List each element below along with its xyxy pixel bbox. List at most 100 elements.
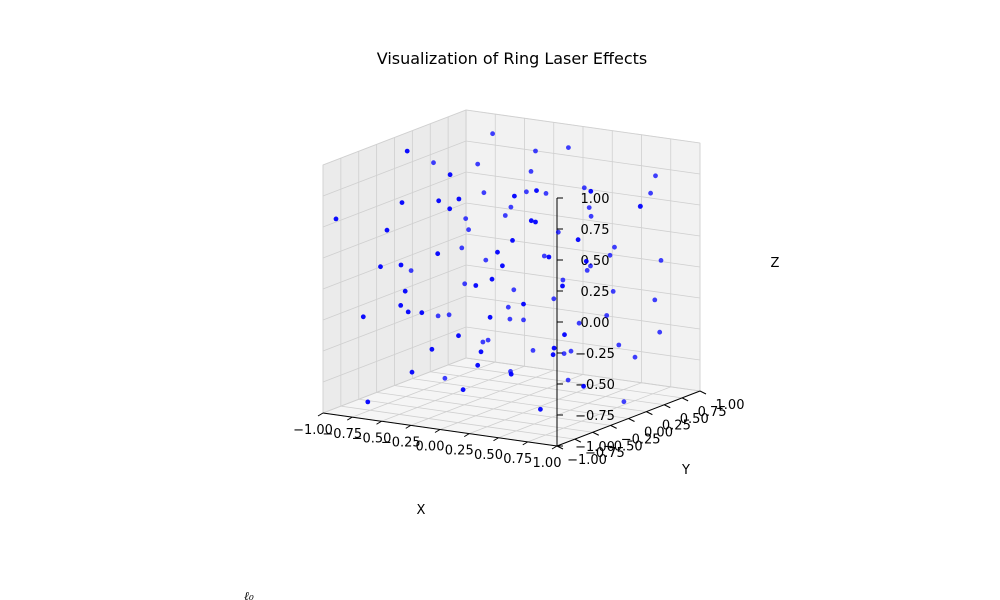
scatter-point-80 — [528, 218, 534, 224]
scatter-point-16 — [555, 229, 561, 235]
scatter-point-4 — [435, 313, 441, 319]
x-tick-mark-3 — [405, 424, 412, 429]
y-tick-label-8: 1.00 — [716, 398, 745, 413]
x-tick-label-7: 0.75 — [503, 452, 532, 467]
scatter-point-37 — [546, 254, 552, 260]
y-tick-label-4: 0.00 — [644, 426, 673, 441]
scatter-point-98 — [398, 303, 404, 308]
scatter-point-68 — [543, 191, 549, 196]
scatter-point-72 — [561, 351, 567, 356]
grid-line-z-6 — [322, 171, 701, 228]
scatter-point-28 — [586, 205, 592, 211]
scatter-point-54 — [550, 352, 556, 358]
scatter-point-6 — [490, 131, 495, 137]
z-tick-label-1: −0.75 — [575, 409, 615, 424]
scatter-point-85 — [508, 369, 513, 374]
scatter-point-0 — [333, 216, 339, 222]
scatter-point-21 — [510, 238, 515, 243]
x-tick-label-2: −0.50 — [352, 431, 392, 446]
scatter-point-70 — [584, 268, 590, 273]
scatter-point-78 — [442, 375, 448, 381]
scatter-point-20 — [568, 348, 574, 354]
scatter-point-5 — [398, 262, 404, 268]
scatter-point-60 — [485, 337, 491, 343]
scatter-point-81 — [604, 313, 610, 318]
grid-line-z-7 — [322, 140, 701, 197]
scatter-point-38 — [652, 297, 658, 303]
scatter-point-67 — [435, 251, 441, 257]
y-tick-label-5: 0.25 — [662, 419, 691, 434]
y-tick-mark-5 — [646, 411, 653, 416]
scatter-point-27 — [538, 406, 543, 412]
scatter-point-77 — [638, 203, 643, 209]
scatter-point-90 — [612, 244, 617, 250]
scatter-point-63 — [402, 288, 408, 294]
scatter-point-22 — [566, 145, 571, 151]
scatter-point-29 — [521, 301, 526, 307]
y-tick-mark-7 — [681, 397, 689, 402]
scatter-point-56 — [588, 188, 594, 194]
scatter-point-7 — [378, 264, 383, 270]
z-tick-label-3: −0.25 — [575, 347, 615, 362]
scatter-point-62 — [466, 227, 471, 233]
scatter-point-88 — [551, 296, 557, 302]
scatter-point-48 — [487, 314, 493, 320]
z-tick-label-0: −1.00 — [575, 440, 615, 455]
grid-line-z-5 — [322, 202, 701, 259]
scatter-point-93 — [405, 309, 411, 315]
x-tick-mark-4 — [434, 429, 441, 433]
x-tick-label-5: 0.25 — [445, 444, 474, 459]
scatter-point-76 — [562, 332, 567, 338]
y-axis-label: Y — [681, 463, 690, 478]
grid-line-z-0 — [322, 357, 701, 414]
scatter-point-39 — [446, 312, 452, 318]
scatter-point-18 — [521, 317, 526, 323]
scatter-point-15 — [460, 387, 466, 393]
scatter-point-52 — [495, 249, 500, 255]
scatter-point-1 — [360, 314, 366, 320]
scatter-point-24 — [541, 253, 547, 259]
scatter-point-46 — [478, 349, 484, 355]
y-tick-label-7: 0.75 — [698, 405, 727, 420]
scatter-point-66 — [505, 304, 511, 310]
axis-panes — [321, 109, 702, 447]
scatter-point-91 — [560, 277, 566, 283]
scatter-point-96 — [530, 348, 536, 353]
x-axis-label: X — [417, 503, 426, 518]
y-tick-mark-8 — [699, 390, 707, 395]
stray-glyph: ℓ₀ — [244, 589, 254, 600]
scatter-point-61 — [429, 346, 435, 352]
scatter-point-82 — [456, 333, 461, 339]
scatter-point-33 — [551, 345, 557, 351]
scatter-point-57 — [621, 399, 627, 405]
scatter-point-79 — [528, 169, 534, 174]
scatter-point-95 — [483, 257, 489, 263]
scatter-point-44 — [462, 281, 468, 287]
x-tick-label-8: 1.00 — [533, 456, 562, 471]
scatter-point-65 — [447, 172, 453, 178]
scatter-point-87 — [481, 190, 487, 196]
scatter-point-89 — [463, 216, 469, 222]
z-tick-label-6: 0.50 — [581, 254, 610, 269]
scatter-point-14 — [508, 204, 514, 210]
y-tick-label-3: −0.25 — [621, 432, 661, 447]
chart-title: Visualization of Ring Laser Effects — [377, 49, 648, 68]
tick-marks — [317, 197, 707, 450]
scatter-point-47 — [533, 148, 538, 154]
scatter-point-34 — [607, 252, 613, 258]
x-tick-mark-7 — [522, 441, 529, 446]
y-tick-mark-1 — [574, 438, 582, 443]
y-tick-label-6: 0.50 — [680, 412, 709, 427]
x-tick-label-4: 0.00 — [416, 440, 445, 455]
x-tick-mark-0 — [317, 412, 324, 417]
scatter-point-19 — [473, 283, 479, 288]
scatter-point-75 — [632, 354, 638, 360]
x-tick-label-1: −0.75 — [322, 427, 362, 442]
scatter-point-41 — [459, 245, 465, 251]
grid-line-z-1 — [322, 326, 701, 383]
z-tick-label-7: 0.75 — [581, 223, 610, 238]
scatter-point-55 — [648, 190, 653, 196]
scatter-point-36 — [658, 258, 664, 263]
scatter-point-40 — [404, 148, 410, 154]
